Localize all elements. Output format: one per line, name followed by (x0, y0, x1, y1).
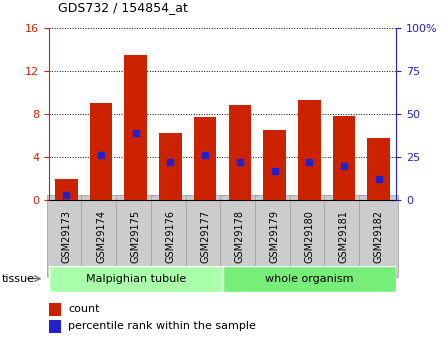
Text: count: count (68, 304, 100, 314)
Bar (55, 179, 77, 200)
Text: percentile rank within the sample: percentile rank within the sample (68, 322, 256, 331)
Text: tissue: tissue (2, 274, 35, 284)
Bar (263, 130, 286, 200)
Bar (333, 116, 355, 200)
Bar (90, 103, 112, 200)
Bar (49, 266, 222, 292)
Text: Malpighian tubule: Malpighian tubule (85, 274, 186, 284)
Bar (49, 320, 61, 333)
Bar (49, 303, 61, 316)
Bar (298, 100, 320, 200)
Bar (222, 266, 396, 292)
Text: GDS732 / 154854_at: GDS732 / 154854_at (58, 1, 188, 14)
Bar (229, 105, 251, 200)
Text: whole organism: whole organism (265, 274, 353, 284)
Bar (194, 117, 216, 200)
Bar (368, 138, 390, 200)
Bar (125, 55, 147, 200)
Bar (159, 133, 182, 200)
